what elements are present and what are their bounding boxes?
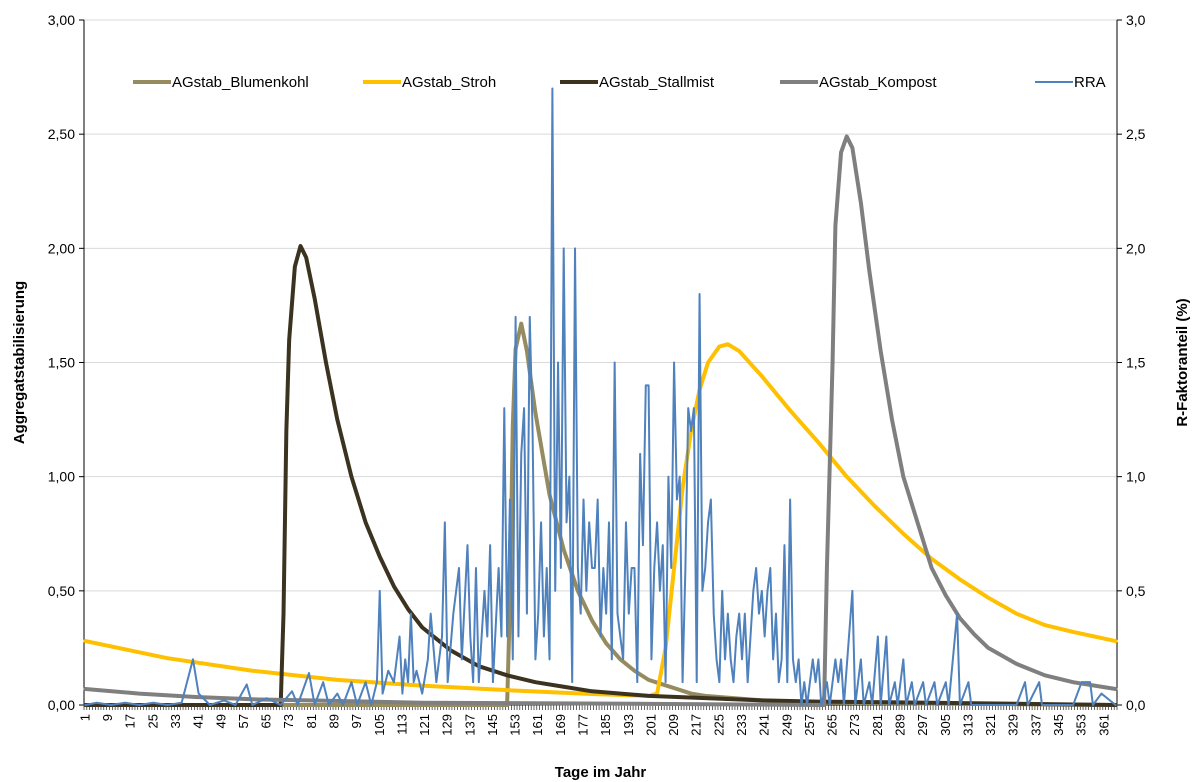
legend-label: RRA — [1074, 74, 1106, 91]
x-tick-label: 289 — [892, 714, 907, 736]
x-tick-label: 57 — [236, 714, 251, 728]
legend-label: AGstab_Stallmist — [599, 74, 715, 91]
grid-lines — [84, 19, 1117, 592]
series-line-5 — [84, 87, 1117, 706]
x-tick-label: 353 — [1074, 714, 1089, 736]
x-tick-label: 345 — [1051, 714, 1066, 736]
x-tick-label: 177 — [576, 714, 591, 736]
x-tick-label: 329 — [1006, 714, 1021, 736]
x-tick-label: 273 — [847, 714, 862, 736]
x-tick-label: 297 — [915, 714, 930, 736]
left-tick-label: 0,50 — [48, 583, 75, 599]
x-tick-label: 241 — [757, 714, 772, 736]
x-tick-label: 337 — [1028, 714, 1043, 736]
x-tick-label: 121 — [417, 714, 432, 736]
series-lines — [83, 87, 1118, 707]
series-line-1 — [83, 321, 1118, 707]
x-tick-label: 201 — [643, 714, 658, 736]
left-axis-ticks: 0,00 0,50 1,00 1,50 2,00 2,50 3,00 — [48, 12, 84, 713]
left-tick-label: 3,00 — [48, 12, 75, 28]
x-tick-label: 257 — [802, 714, 817, 736]
x-tick-label: 193 — [621, 714, 636, 736]
right-tick-label: 1,0 — [1126, 469, 1146, 485]
x-tick-label: 153 — [508, 714, 523, 736]
x-tick-label: 113 — [394, 714, 409, 735]
series-line-4 — [83, 134, 1118, 707]
x-tick-label: 169 — [553, 714, 568, 736]
x-tick-label: 209 — [666, 714, 681, 736]
x-tick-label: 49 — [213, 714, 228, 728]
legend: AGstab_Blumenkohl AGstab_Stroh AGstab_Stal… — [133, 74, 1106, 91]
x-tick-label: 305 — [938, 714, 953, 736]
x-tick-label: 33 — [168, 714, 183, 728]
left-tick-label: 0,00 — [48, 697, 75, 713]
right-tick-label: 2,0 — [1126, 240, 1146, 256]
x-tick-label: 129 — [440, 714, 455, 736]
legend-label: AGstab_Stroh — [402, 74, 496, 91]
x-tick-label: 313 — [960, 714, 975, 736]
legend-label: AGstab_Kompost — [819, 74, 937, 91]
x-tick-label: 321 — [983, 714, 998, 736]
x-tick-label: 25 — [145, 714, 160, 728]
y-axis-right-title: R-Faktoranteil (%) — [1174, 298, 1191, 426]
x-tick-label: 233 — [734, 714, 749, 736]
x-tick-label: 361 — [1096, 714, 1111, 736]
y-axis-left-title: Aggregatstabilisierung — [11, 281, 28, 444]
right-tick-label: 0,0 — [1126, 697, 1146, 713]
x-tick-label: 217 — [689, 714, 704, 736]
x-tick-label: 249 — [779, 714, 794, 736]
right-tick-label: 1,5 — [1126, 355, 1146, 371]
right-tick-label: 3,0 — [1126, 12, 1146, 28]
x-tick-marks — [83, 705, 1118, 710]
x-tick-label: 97 — [349, 714, 364, 728]
right-tick-label: 2,5 — [1126, 126, 1146, 142]
x-tick-label: 161 — [530, 714, 545, 736]
x-tick-label: 185 — [598, 714, 613, 736]
x-tick-label: 73 — [281, 714, 296, 728]
x-axis-title: Tage im Jahr — [555, 764, 647, 781]
x-tick-label: 281 — [870, 714, 885, 736]
x-tick-label: 1 — [77, 714, 92, 721]
left-tick-label: 2,00 — [48, 240, 75, 256]
x-tick-label: 41 — [191, 714, 206, 728]
left-tick-label: 2,50 — [48, 126, 75, 142]
series-line-3 — [83, 244, 1118, 707]
right-tick-label: 0,5 — [1126, 583, 1146, 599]
x-tick-label: 89 — [326, 714, 341, 728]
x-tick-label: 17 — [123, 714, 138, 728]
x-tick-label: 105 — [372, 714, 387, 736]
left-tick-label: 1,50 — [48, 355, 75, 371]
x-tick-label: 225 — [711, 714, 726, 736]
x-tick-label: 81 — [304, 714, 319, 728]
x-tick-label: 145 — [485, 714, 500, 736]
right-axis-ticks: 0,0 0,5 1,0 1,5 2,0 2,5 3,0 — [1117, 12, 1146, 713]
x-tick-label: 265 — [825, 714, 840, 736]
left-tick-label: 1,00 — [48, 469, 75, 485]
x-tick-label: 137 — [462, 714, 477, 736]
legend-label: AGstab_Blumenkohl — [172, 74, 309, 91]
x-tick-label: 9 — [100, 714, 115, 721]
x-axis-ticks: 1 9 17 25 33 41 49 57 65 73 81 89 97 105 113 121 129 137 1… — [77, 705, 1118, 736]
series-line-2 — [83, 342, 1118, 698]
x-tick-label: 65 — [259, 714, 274, 728]
